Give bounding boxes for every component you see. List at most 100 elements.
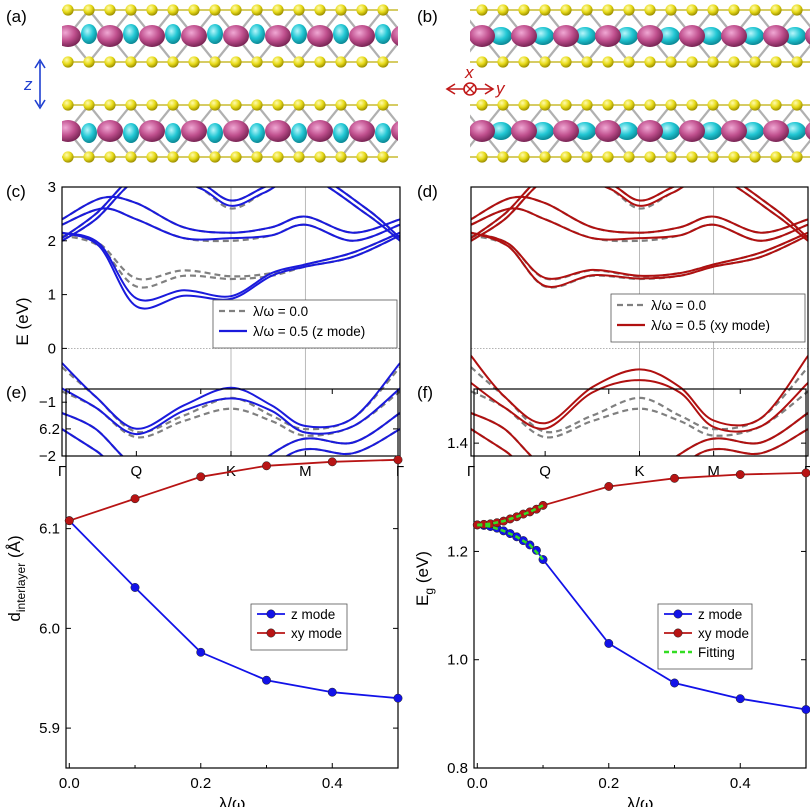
band-line	[62, 231, 400, 302]
charge-density-lobe	[291, 24, 307, 44]
metal-atom	[265, 25, 291, 47]
sulfur-atom	[560, 151, 572, 163]
charge-density-lobe	[123, 123, 139, 143]
sulfur-atom	[419, 151, 430, 162]
sulfur-atom	[518, 56, 530, 68]
metal-atom	[139, 120, 165, 142]
sulfur-atom	[455, 99, 466, 110]
sulfur-atom	[41, 4, 52, 15]
band-line	[471, 355, 808, 427]
series-fitting	[477, 504, 544, 561]
fitting-line	[477, 523, 544, 561]
charge-density-lobe	[291, 123, 307, 143]
sulfur-atom	[167, 4, 179, 16]
charge-density-lobe	[165, 123, 181, 143]
sulfur-atom	[770, 99, 782, 111]
metal-atom	[181, 120, 207, 142]
sulfur-atom	[602, 151, 614, 163]
x-tick-label: 0.4	[322, 775, 343, 792]
sulfur-atom	[146, 56, 158, 68]
sulfur-atom	[209, 99, 221, 111]
sulfur-atom	[749, 151, 761, 163]
sulfur-atom	[518, 99, 530, 111]
band-series-driven	[471, 187, 808, 456]
sulfur-atom	[623, 151, 635, 163]
sulfur-atom	[356, 99, 368, 111]
band-line	[62, 207, 400, 242]
sulfur-atom	[335, 56, 347, 68]
band-line	[471, 187, 808, 239]
sulfur-atom	[167, 151, 179, 163]
data-point	[196, 472, 206, 482]
charge-density-lobe	[616, 27, 638, 45]
sulfur-atom	[644, 99, 656, 111]
plot-frame	[65, 388, 399, 769]
legend: z mode xy mode	[250, 603, 348, 651]
metal-atom	[637, 120, 663, 142]
interlayer-distance-chart: 0.0 0.2 0.4 5.9 6.0 6.1 6.2 λ/ω dinterlayer (Å) z…	[5, 388, 403, 807]
band-line	[62, 231, 400, 310]
sulfur-atom	[167, 99, 179, 111]
sulfur-atom	[791, 151, 803, 163]
band-line	[471, 428, 808, 456]
panel-label-a: (a)	[6, 7, 27, 26]
legend-entry: Fitting	[698, 645, 735, 660]
y-tick-label: 1.2	[447, 543, 468, 560]
band-series-driven	[62, 187, 400, 456]
band-line	[471, 187, 808, 242]
y-axis-label: y	[495, 79, 506, 98]
sulfur-atom	[209, 56, 221, 68]
metal-atom	[553, 120, 579, 142]
k-tick-label: Γ	[396, 463, 404, 480]
sulfur-atom	[356, 4, 368, 16]
sulfur-atom	[146, 151, 158, 163]
series-line	[68, 520, 399, 700]
sulfur-atom	[398, 99, 409, 110]
sulfur-atom	[377, 99, 389, 111]
sulfur-atom	[623, 56, 635, 68]
sulfur-atom	[419, 56, 430, 67]
sulfur-atom	[377, 4, 389, 16]
y-axis-label: dinterlayer (Å)	[5, 535, 28, 621]
metal-atom	[62, 25, 81, 47]
band-line	[62, 428, 400, 456]
series-z-mode	[64, 516, 403, 703]
sulfur-atom	[476, 151, 488, 163]
k-tick-label: Γ	[467, 463, 475, 480]
legend-entry: z mode	[291, 607, 335, 622]
charge-density-lobe	[375, 24, 391, 44]
sulfur-atom	[335, 4, 347, 16]
sulfur-atom	[83, 56, 95, 68]
y-tick-label: 3	[48, 179, 56, 196]
sulfur-atom	[104, 56, 116, 68]
metal-atom	[595, 120, 621, 142]
sulfur-atom	[581, 151, 593, 163]
sulfur-atom	[419, 99, 430, 110]
sulfur-atom	[398, 56, 409, 67]
sulfur-atom	[560, 4, 572, 16]
charge-density-lobe	[333, 24, 349, 44]
sulfur-atom	[125, 4, 137, 16]
charge-density-lobe	[417, 24, 433, 44]
x-tick-label: 0.2	[190, 775, 211, 792]
metal-atom	[511, 25, 537, 47]
y-tick-label: 6.0	[39, 620, 60, 637]
legend-box	[212, 299, 398, 349]
panel-label-b: (b)	[417, 7, 438, 26]
sulfur-atom	[146, 4, 158, 16]
charge-density-lobe	[207, 123, 223, 143]
band-gap-chart: 0.0 0.2 0.4 0.8 1.0 1.2 1.4 λ/ω Eg (eV) z mode xy …	[413, 388, 810, 807]
data-point	[327, 687, 337, 697]
sulfur-atom	[728, 4, 740, 16]
panel-label-c: (c)	[6, 182, 26, 201]
metal-atom	[805, 122, 810, 140]
sulfur-atom	[188, 4, 200, 16]
sulfur-atom	[602, 4, 614, 16]
legend-box	[610, 293, 806, 343]
k-tick-label: K	[634, 463, 644, 480]
sulfur-atom	[209, 4, 221, 16]
legend-entry: xy mode	[291, 626, 342, 641]
sulfur-atom	[476, 99, 488, 111]
sulfur-atom	[791, 99, 803, 111]
data-point	[604, 639, 614, 648]
